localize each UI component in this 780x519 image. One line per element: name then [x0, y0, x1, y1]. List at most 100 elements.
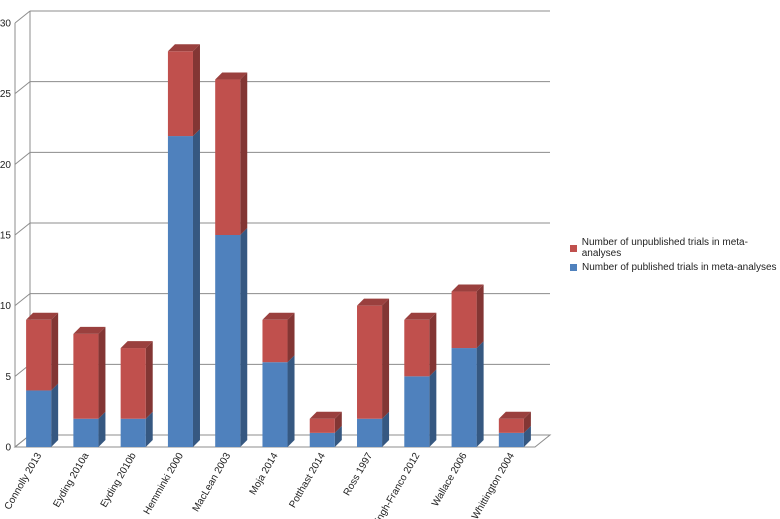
bar-side	[51, 312, 59, 391]
y-tick-label: 10	[0, 301, 11, 312]
y-tick-label: 25	[0, 89, 11, 100]
bar-front	[167, 51, 193, 137]
bar-side	[240, 228, 248, 447]
bar-side	[523, 425, 531, 447]
bar-side	[192, 44, 200, 137]
x-tick-label: Singh-Franco 2012	[370, 451, 422, 519]
bar-top	[26, 312, 59, 320]
bar-side	[192, 129, 200, 448]
bar-front	[451, 291, 477, 349]
bar-side	[334, 425, 342, 447]
legend-swatch-published	[570, 263, 577, 271]
bar-side	[429, 312, 437, 377]
bar-top	[120, 341, 153, 349]
bar-side	[382, 411, 390, 447]
bar-segment	[309, 425, 342, 447]
bar-segment	[73, 411, 106, 447]
bar-side	[429, 369, 437, 447]
bar-top	[357, 298, 390, 306]
bar-front	[167, 136, 193, 448]
bar-front	[26, 390, 52, 447]
bar-side	[476, 284, 484, 349]
legend-label-published: Number of published trials in meta-analy…	[582, 261, 777, 273]
x-axis-ticks: Connolly 2013 Eyding 2010a Eyding 2010b Hem…	[3, 451, 517, 519]
y-tick-label: 20	[0, 160, 11, 171]
bar-front	[262, 362, 288, 447]
x-tick-label: Whittington 2004	[470, 451, 517, 519]
bar-side	[382, 298, 390, 419]
bar-front	[404, 319, 430, 377]
x-tick-label: Wallace 2006	[430, 451, 470, 509]
bar-front	[357, 305, 383, 419]
legend-label-unpublished: Number of unpublished trials in meta-ana…	[581, 237, 748, 259]
bar-segment	[167, 129, 200, 448]
bar-side	[287, 355, 295, 447]
legend-item-unpublished: Number of unpublished trials in meta-ana…	[570, 237, 780, 259]
x-tick-label: Hemminki 2000	[142, 451, 186, 517]
bar-front	[451, 348, 477, 447]
bar-front	[498, 418, 524, 433]
bar-segment	[498, 425, 531, 447]
bar-front	[309, 418, 335, 433]
gridline-side	[14, 151, 31, 165]
bar-top	[215, 72, 248, 80]
x-tick-label: Eyding 2010a	[51, 451, 91, 510]
bar-side	[98, 326, 106, 419]
bar-segment	[404, 312, 437, 377]
bar-top	[309, 411, 342, 419]
bar-side	[240, 72, 248, 236]
bar-front	[73, 333, 99, 419]
bar-segment	[215, 228, 248, 447]
bar-front	[498, 432, 524, 447]
bar-front	[120, 418, 146, 447]
bar-segment	[404, 369, 437, 447]
bar-top	[451, 284, 484, 292]
bar-segment	[26, 383, 59, 447]
x-tick-label: Ross 1997	[342, 451, 376, 498]
bar-front	[26, 319, 52, 391]
bar-side	[476, 341, 484, 447]
bar-segment	[262, 355, 295, 447]
x-tick-label: Connolly 2013	[3, 451, 45, 512]
bar-top	[167, 44, 200, 52]
bar-front	[404, 376, 430, 447]
bar-front	[73, 418, 99, 447]
bar-top	[498, 411, 531, 419]
bar-front	[309, 432, 335, 447]
bar-segment	[120, 411, 153, 447]
bar-segment	[451, 341, 484, 447]
bar-segment	[357, 411, 390, 447]
gridline-side	[14, 293, 31, 307]
legend-item-published: Number of published trials in meta-analy…	[570, 260, 780, 274]
bar-segment	[215, 72, 248, 236]
y-axis-ticks: 0 5 10 15 20 25 30	[0, 19, 11, 454]
bar-side	[523, 411, 531, 433]
bar-segment	[357, 298, 390, 419]
bar-segment	[498, 411, 531, 433]
x-tick-label: Moja 2014	[248, 451, 281, 497]
bar-front	[215, 235, 241, 447]
bar-side	[334, 411, 342, 433]
gridline-side	[14, 222, 31, 236]
bar-segment	[451, 284, 484, 349]
bar-top	[73, 326, 106, 334]
legend: Number of unpublished trials in meta-ana…	[570, 237, 780, 279]
bars	[26, 44, 531, 448]
legend-swatch-unpublished	[570, 244, 577, 252]
y-tick-label: 30	[0, 19, 11, 30]
bar-front	[357, 418, 383, 447]
y-tick-label: 0	[5, 443, 11, 454]
bar-side	[145, 341, 153, 419]
bar-segment	[262, 312, 295, 363]
x-tick-label: Eyding 2010b	[99, 451, 139, 510]
y-tick-label: 5	[5, 372, 11, 383]
bar-segment	[26, 312, 59, 391]
bar-front	[262, 319, 288, 363]
bar-side	[51, 383, 59, 447]
y-tick-label: 15	[0, 231, 11, 242]
x-tick-label: MacLean 2003	[191, 451, 234, 514]
bar-segment	[73, 326, 106, 419]
bar-segment	[120, 341, 153, 419]
bar-top	[262, 312, 295, 320]
bar-segment	[167, 44, 200, 137]
